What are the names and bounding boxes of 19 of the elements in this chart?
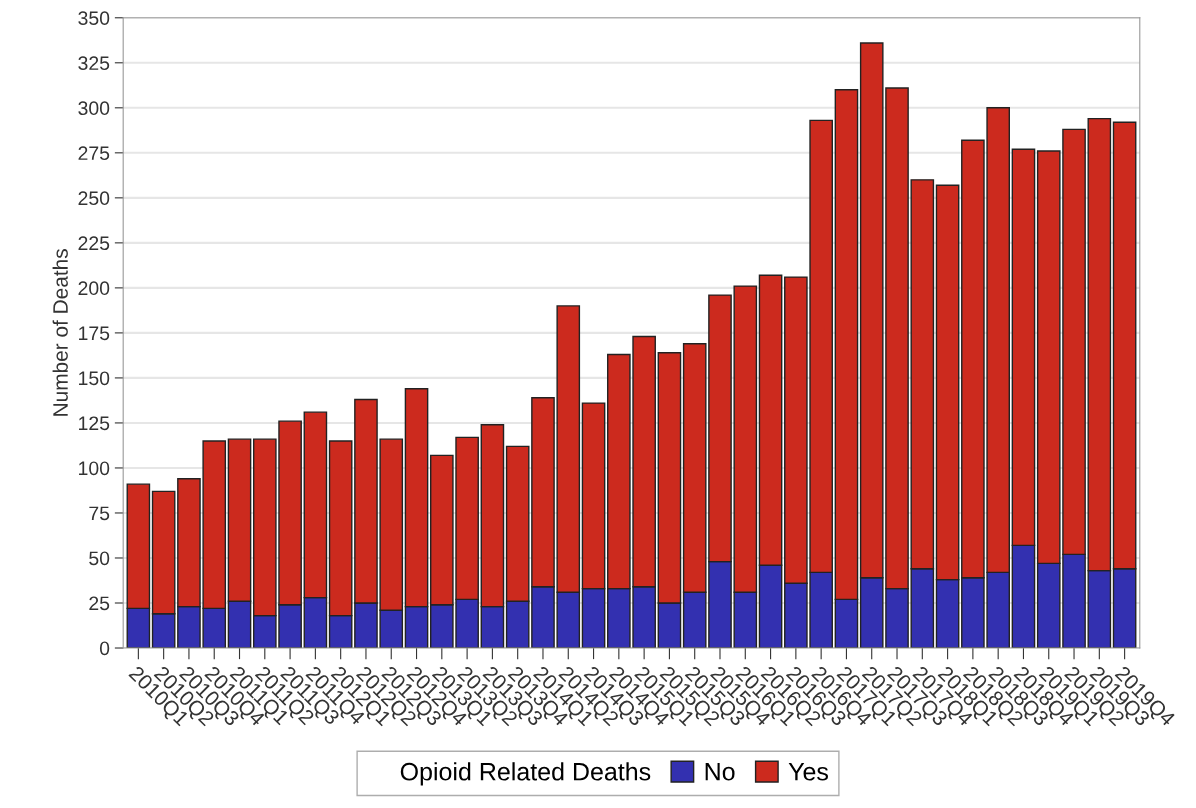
y-tick-label: 200: [78, 281, 110, 296]
y-tick-label: 175: [79, 326, 110, 341]
y-tick-label: 100: [79, 461, 110, 476]
y-tick-label: 75: [89, 506, 110, 521]
y-tick-label: 300: [78, 101, 110, 116]
y-tick-label: 125: [79, 416, 110, 431]
legend-label: No: [705, 763, 735, 781]
legend-title: Opioid Related Deaths: [400, 762, 651, 786]
y-tick-label: 250: [78, 191, 110, 206]
legend-label: Yes: [788, 763, 828, 781]
y-tick-label: 50: [89, 551, 110, 566]
y-tick-label: 225: [78, 236, 110, 251]
y-tick-label: 350: [78, 11, 110, 26]
y-axis-title: Number of Deaths: [52, 249, 68, 416]
y-tick-label: 325: [78, 56, 110, 71]
y-tick-label: 25: [89, 596, 110, 611]
y-tick-label: 150: [79, 371, 110, 386]
y-tick-label: 275: [78, 146, 110, 161]
y-tick-label: 0: [99, 641, 110, 656]
